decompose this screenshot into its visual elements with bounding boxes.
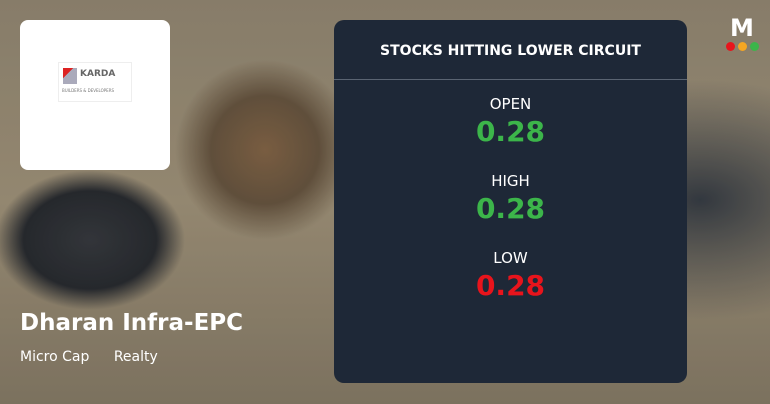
logo-mark-icon [63, 68, 77, 84]
low-label: LOW [493, 249, 528, 267]
logo-text: KARDA [80, 69, 116, 79]
row-high: HIGH 0.28 [334, 172, 687, 225]
high-value: 0.28 [475, 192, 546, 225]
logo-subtext: BUILDERS & DEVELOPERS [62, 88, 115, 93]
circuit-panel: STOCKS HITTING LOWER CIRCUIT OPEN 0.28 H… [334, 20, 687, 383]
red-dot-icon [725, 42, 735, 51]
row-low: LOW 0.28 [334, 249, 687, 302]
tag-sector: Realty [113, 349, 158, 365]
green-dot-icon [749, 42, 759, 51]
company-name: Dharan Infra-EPC [20, 310, 244, 336]
row-open: OPEN 0.28 [334, 95, 687, 148]
open-label: OPEN [489, 95, 532, 113]
panel-title: STOCKS HITTING LOWER CIRCUIT [334, 20, 687, 80]
company-tags: Micro Cap Realty [20, 349, 178, 365]
open-value: 0.28 [475, 115, 546, 148]
company-logo-card: KARDA BUILDERS & DEVELOPERS [20, 20, 170, 170]
brand-logo: M [722, 16, 762, 51]
tag-market-cap: Micro Cap [20, 349, 90, 365]
low-value: 0.28 [475, 269, 546, 302]
company-logo: KARDA BUILDERS & DEVELOPERS [58, 62, 132, 102]
orange-dot-icon [737, 42, 747, 51]
brand-letter: M [730, 14, 754, 42]
high-label: HIGH [491, 172, 530, 190]
